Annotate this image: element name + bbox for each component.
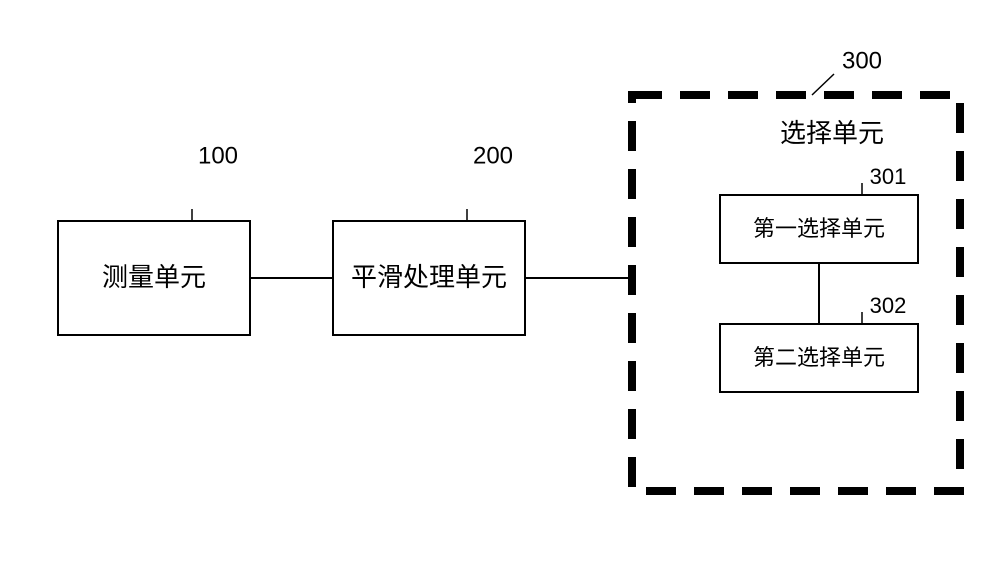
group-box-300 [632,95,960,491]
block-diagram: 选择单元 300 测量单元 100 平滑处理单元 200 第一选择单元 301 … [0,0,1000,562]
box-label-200: 平滑处理单元 [351,263,507,292]
ref-number-100: 100 [198,142,238,169]
ref-number-302: 302 [870,293,907,318]
group-label-300: 选择单元 [780,119,884,148]
ref-number-301: 301 [870,164,907,189]
box-label-301: 第一选择单元 [753,216,885,241]
box-label-100: 测量单元 [102,263,206,292]
ref-number-200: 200 [473,142,513,169]
box-label-302: 第二选择单元 [753,345,885,370]
ref-number-300: 300 [842,47,882,74]
